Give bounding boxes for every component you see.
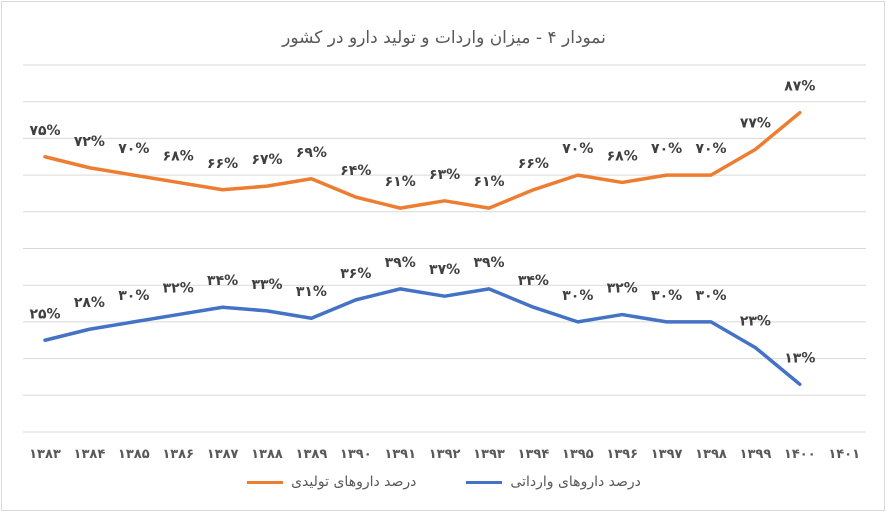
data-label: ۳۷% xyxy=(429,262,460,278)
data-label: ۷۰% xyxy=(562,141,593,157)
data-label: ۳۰% xyxy=(695,288,726,304)
data-label: ۷۲% xyxy=(74,134,105,150)
data-label: ۳۰% xyxy=(562,288,593,304)
data-label: ۶۸% xyxy=(163,148,194,164)
data-label: ۳۴% xyxy=(207,273,238,289)
data-label: ۶۴% xyxy=(340,163,371,179)
data-label: ۷۰% xyxy=(651,141,682,157)
legend-swatch-import xyxy=(466,480,503,484)
data-label: ۳۱% xyxy=(296,284,327,300)
data-label: ۶۳% xyxy=(429,167,460,183)
x-tick-label: ۱۳۹۶ xyxy=(606,447,638,462)
legend-label-import: درصد داروهای وارداتی xyxy=(510,474,641,490)
chart-title: نمودار ۴ - میزان واردات و تولید دارو در … xyxy=(282,28,606,48)
legend-swatch-production xyxy=(247,480,284,484)
x-tick-label: ۱۳۸۷ xyxy=(207,447,239,462)
data-label: ۶۶% xyxy=(207,156,238,172)
data-label: ۳۴% xyxy=(518,273,549,289)
x-tick-label: ۱۳۹۸ xyxy=(695,447,727,462)
x-tick-label: ۱۳۹۵ xyxy=(562,447,594,462)
x-tick-label: ۱۳۹۹ xyxy=(740,447,772,462)
data-label: ۶۱% xyxy=(385,174,416,190)
x-tick-label: ۱۳۹۲ xyxy=(429,447,461,462)
x-tick-label: ۱۳۹۷ xyxy=(651,447,683,462)
x-tick-label: ۱۳۹۴ xyxy=(518,447,550,462)
data-label: ۳۹% xyxy=(385,255,416,271)
x-tick-label: ۱۳۸۵ xyxy=(118,447,150,462)
data-label: ۲۵% xyxy=(29,306,60,322)
data-label: ۲۳% xyxy=(740,314,771,330)
x-tick-label: ۱۳۸۶ xyxy=(162,447,194,462)
data-label: ۳۹% xyxy=(473,255,504,271)
x-tick-label: ۱۳۹۱ xyxy=(384,447,416,462)
data-label: ۶۱% xyxy=(473,174,504,190)
legend-item-import: درصد داروهای وارداتی xyxy=(466,474,641,490)
data-label: ۷۰% xyxy=(118,141,149,157)
data-label: ۷۷% xyxy=(740,115,771,131)
x-tick-label: ۱۳۸۴ xyxy=(74,447,106,462)
data-label: ۳۲% xyxy=(163,281,194,297)
data-label: ۶۸% xyxy=(607,148,638,164)
x-tick-label: ۱۳۸۸ xyxy=(251,447,283,462)
data-label: ۳۰% xyxy=(651,288,682,304)
x-tick-label: ۱۳۹۳ xyxy=(473,447,505,462)
legend-label-production: درصد داروهای تولیدی xyxy=(291,474,417,490)
x-tick-label: ۱۳۸۹ xyxy=(296,447,328,462)
legend-item-production: درصد داروهای تولیدی xyxy=(247,474,416,490)
data-label: ۲۸% xyxy=(74,295,105,311)
data-label: ۶۷% xyxy=(251,152,282,168)
series-line-import xyxy=(43,287,802,387)
data-label: ۷۰% xyxy=(695,141,726,157)
data-label: ۶۹% xyxy=(296,145,327,161)
x-tick-label: ۱۳۹۰ xyxy=(340,447,372,462)
data-label: ۳۳% xyxy=(251,277,282,293)
data-label: ۱۳% xyxy=(784,350,815,366)
data-label: ۳۰% xyxy=(118,288,149,304)
x-tick-label: ۱۳۸۳ xyxy=(29,447,61,462)
data-label: ۳۲% xyxy=(607,281,638,297)
data-label: ۸۷% xyxy=(784,79,815,95)
data-label: ۷۵% xyxy=(29,123,60,139)
series-line-production xyxy=(43,110,802,210)
data-label: ۶۶% xyxy=(518,156,549,172)
legend: درصد داروهای تولیدی درصد داروهای وارداتی xyxy=(0,474,888,490)
x-tick-label: ۱۴۰۰ xyxy=(784,447,816,462)
x-tick-label: ۱۴۰۱ xyxy=(828,447,860,462)
data-label: ۳۶% xyxy=(340,266,371,282)
